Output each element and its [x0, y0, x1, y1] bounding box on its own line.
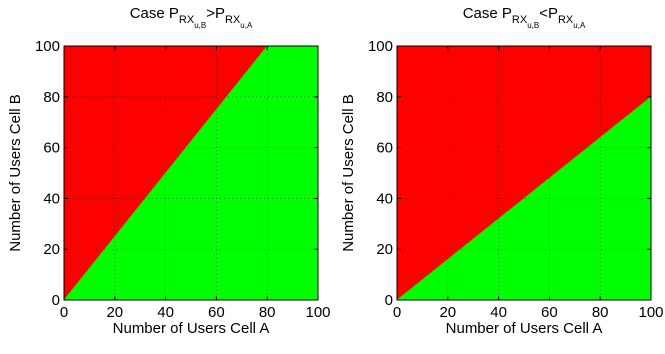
axes-frame — [396, 45, 652, 301]
x-tick-label: 0 — [60, 304, 68, 321]
y-tick-label: 40 — [376, 190, 393, 207]
chart-title: Case PRXu,B<PRXu,A — [463, 5, 586, 30]
y-tick-label: 0 — [385, 292, 393, 309]
x-axis-label: Number of Users Cell A — [446, 320, 603, 337]
region-boundary — [396, 96, 652, 301]
y-tick-label: 100 — [368, 38, 393, 55]
title-subscript: RX — [512, 14, 528, 26]
x-tick-label: 100 — [305, 304, 330, 321]
title-subsubscript: u,B — [194, 21, 206, 30]
y-tick-label: 60 — [43, 140, 60, 157]
y-tick-label: 20 — [43, 241, 60, 258]
title-subsubscript: u,A — [573, 21, 586, 30]
title-subsubscript: u,A — [240, 21, 253, 30]
y-tick-label: 80 — [376, 89, 393, 106]
x-tick-label: 40 — [157, 304, 174, 321]
axes-frame — [63, 45, 319, 301]
title-prefix: Case P — [130, 5, 179, 22]
x-tick-label: 60 — [541, 304, 558, 321]
chart-panel-1: 0 20 40 60 80 100 0 20 40 60 80 100 Number of Users … — [7, 5, 331, 337]
title-operator: >P — [206, 5, 225, 22]
y-tick-label: 0 — [52, 292, 60, 309]
x-tick-label: 80 — [259, 304, 276, 321]
y-tick-label: 40 — [43, 190, 60, 207]
title-prefix: Case P — [463, 5, 512, 22]
region-boundary — [63, 45, 268, 301]
y-tick-label: 20 — [376, 241, 393, 258]
y-tick-label: 100 — [35, 38, 60, 55]
x-tick-label: 20 — [439, 304, 456, 321]
title-subscript: RX — [558, 14, 574, 26]
x-tick-label: 60 — [208, 304, 225, 321]
y-tick-label: 60 — [376, 140, 393, 157]
chart-panel-2: 0 20 40 60 80 100 0 20 40 60 80 100 Number of Users … — [340, 5, 664, 337]
title-subscript: RX — [225, 14, 241, 26]
y-tick-label: 80 — [43, 89, 60, 106]
y-axis-label: Number of Users Cell B — [340, 94, 357, 252]
x-tick-label: 20 — [106, 304, 123, 321]
x-tick-label: 100 — [638, 304, 663, 321]
chart-title: Case PRXu,B>PRXu,A — [130, 5, 253, 30]
x-axis-label: Number of Users Cell A — [113, 320, 270, 337]
x-tick-label: 40 — [490, 304, 507, 321]
title-operator: <P — [539, 5, 558, 22]
title-subscript: RX — [179, 14, 195, 26]
x-tick-label: 80 — [592, 304, 609, 321]
title-subsubscript: u,B — [527, 21, 539, 30]
y-axis-label: Number of Users Cell B — [7, 94, 24, 252]
x-tick-label: 0 — [393, 304, 401, 321]
